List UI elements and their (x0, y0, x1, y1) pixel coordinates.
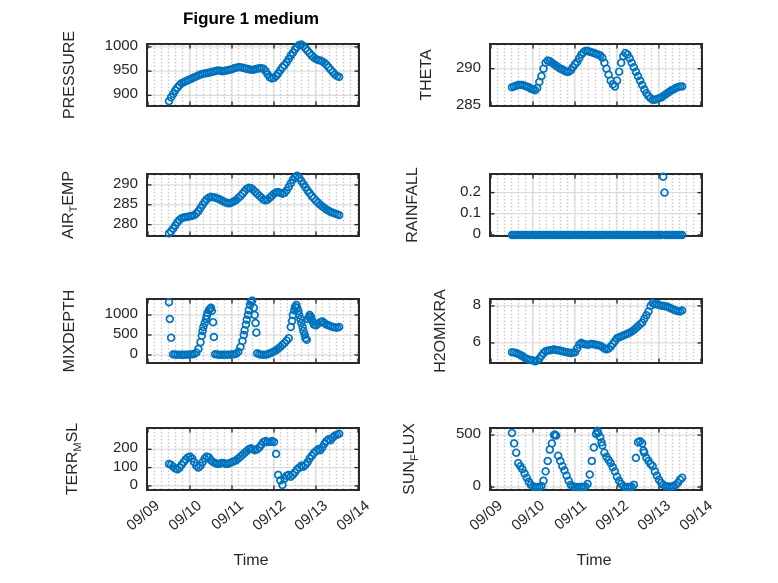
subplot-sun-flux: 0 500 09/09 09/10 09/11 09/12 09/13 09/14 SUNFLU… (401, 423, 716, 534)
subplot-terr-msl: 0 100 200 09/09 09/10 09/11 09/12 09/13 09/14 TER… (64, 423, 373, 534)
sun-flux-xtick-label: 09/14 (676, 497, 716, 535)
terr-msl-ytick-label: 200 (112, 439, 138, 457)
h2omixra-ylabel-part: H2OMIXRA (432, 289, 449, 373)
pressure-ylabel: PRESSURE (61, 31, 79, 119)
terr-msl-ylabel: TERRMSL (64, 423, 84, 495)
h2omixra-plot-area (490, 298, 702, 366)
h2omixra-ytick-label: 8 (472, 295, 481, 313)
sun-flux-scatter-points (507, 426, 687, 492)
rainfall-scatter-points (507, 172, 687, 240)
mixdepth-scatter-points (164, 296, 344, 360)
mixdepth-ytick-label: 0 (129, 345, 138, 362)
terr-msl-xtick-label: 09/11 (208, 497, 247, 534)
sun-flux-ytick-label: 0 (472, 477, 481, 495)
theta-ylabel-part: THETA (418, 49, 435, 101)
pressure-plot-area (147, 40, 359, 106)
air-temp-scatter-points (164, 171, 344, 238)
terr-msl-xtick-label: 09/14 (333, 497, 373, 535)
mixdepth-ytick-label: 1000 (104, 305, 138, 322)
sun-flux-plot-area (490, 426, 702, 492)
sun-flux-ylabel-part: LUX (401, 423, 418, 455)
terr-msl-plot-area (147, 429, 359, 490)
theta-ytick-label: 285 (455, 95, 481, 113)
h2omixra-scatter-points (507, 298, 687, 366)
sun-flux-xtick-label: 09/12 (592, 497, 632, 535)
subplot-pressure: 900 950 1000 PRESSURE (61, 31, 360, 119)
subplot-h2omixra: 6 8 H2OMIXRA (432, 289, 703, 373)
pressure-ytick-label: 900 (112, 85, 138, 103)
subplot-mixdepth: 0 500 1000 MIXDEPTH (61, 290, 360, 372)
rainfall-ytick-label: 0 (472, 225, 481, 242)
pressure-ytick-label: 950 (112, 61, 138, 79)
sun-flux-ylabel-part: F (409, 454, 421, 462)
air-temp-ylabel-part: T (68, 205, 80, 213)
terr-msl-xtick-label: 09/10 (165, 497, 205, 535)
theta-plot-area (490, 45, 702, 107)
rainfall-ylabel: RAINFALL (404, 167, 422, 243)
mixdepth-ylabel: MIXDEPTH (61, 290, 79, 373)
mixdepth-ytick-label: 500 (112, 325, 138, 342)
subplot-air-temp: 280 285 290 AIRTEMP (60, 171, 360, 239)
terr-msl-ytick-label: 100 (112, 457, 138, 475)
terr-msl-xtick-label: 09/12 (249, 497, 289, 535)
sun-flux-xtick-label: 09/09 (466, 497, 506, 535)
h2omixra-ytick-label: 6 (472, 332, 481, 350)
mixdepth-ylabel-part: MIXDEPTH (61, 289, 78, 373)
terr-msl-xtick-label: 09/13 (291, 497, 331, 535)
air-temp-ylabel-part: EMP (60, 170, 77, 206)
mixdepth-plot-area (147, 296, 359, 362)
air-temp-ytick-label: 285 (112, 194, 138, 212)
rainfall-ylabel-part: RAINFALL (404, 167, 421, 243)
sun-flux-ylabel: SUNFLUX (401, 423, 421, 495)
x-axis-label-right: Time (576, 552, 612, 569)
sun-flux-xtick-label: 09/11 (551, 497, 590, 534)
terr-msl-ylabel-part: TERR (64, 451, 81, 496)
pressure-ytick-label: 1000 (104, 36, 138, 54)
subplot-rainfall: 0 0.1 0.2 RAINFALL (404, 167, 703, 243)
air-temp-ytick-label: 280 (112, 214, 138, 232)
air-temp-plot-area (147, 171, 359, 238)
terr-msl-xtick-label: 09/09 (123, 497, 163, 535)
x-axis-label-left: Time (233, 552, 269, 569)
h2omixra-ylabel: H2OMIXRA (432, 289, 450, 373)
sun-flux-xtick-label: 09/13 (634, 497, 674, 535)
air-temp-ylabel-part: AIR (60, 212, 77, 240)
theta-ytick-label: 290 (455, 58, 481, 76)
terr-msl-scatter-points (164, 429, 344, 490)
rainfall-ytick-label: 0.2 (460, 182, 481, 200)
rainfall-ytick-label: 0.1 (460, 203, 481, 221)
air-temp-ylabel: AIRTEMP (60, 171, 80, 239)
theta-scatter-points (507, 46, 687, 105)
sun-flux-ylabel-part: SUN (401, 461, 418, 495)
sun-flux-ytick-label: 500 (455, 425, 481, 443)
terr-msl-ytick-label: 0 (129, 475, 138, 493)
pressure-ylabel-part: PRESSURE (61, 30, 78, 120)
air-temp-ytick-label: 290 (112, 174, 138, 192)
theta-ylabel: THETA (418, 49, 436, 100)
subplot-theta: 285 290 THETA (418, 43, 703, 113)
pressure-scatter-points (164, 40, 344, 106)
figure-title: Figure 1 medium (182, 9, 320, 28)
sun-flux-xtick-label: 09/10 (508, 497, 548, 535)
terr-msl-ylabel-part: M (72, 442, 84, 452)
terr-msl-ylabel-part: SL (64, 422, 81, 443)
rainfall-plot-area (490, 172, 702, 240)
